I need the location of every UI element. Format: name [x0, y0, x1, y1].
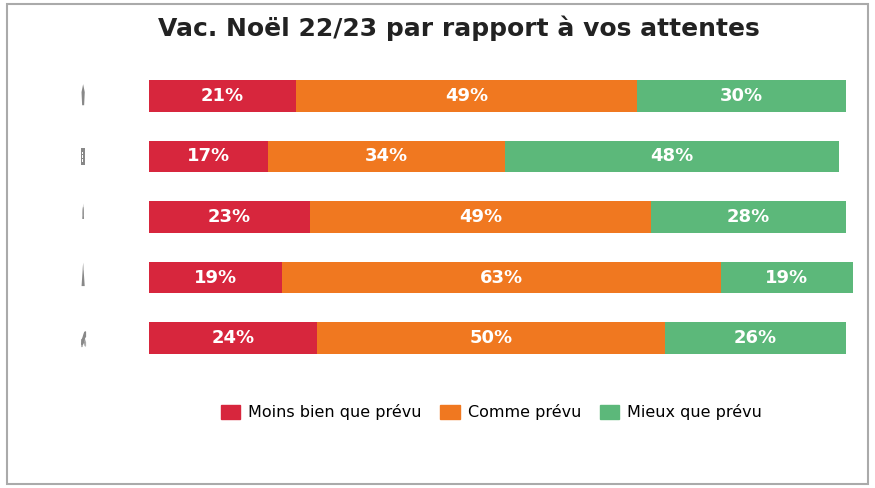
- Text: 30%: 30%: [720, 87, 763, 105]
- Text: 21%: 21%: [201, 87, 244, 105]
- Bar: [296, 80, 637, 112]
- Bar: [665, 323, 846, 354]
- Bar: [721, 262, 853, 293]
- Bar: [317, 323, 665, 354]
- Bar: [83, 148, 85, 165]
- Bar: [150, 201, 310, 233]
- Text: 24%: 24%: [212, 329, 255, 347]
- Text: 49%: 49%: [444, 87, 488, 105]
- Text: 19%: 19%: [194, 268, 237, 286]
- Text: 28%: 28%: [727, 208, 770, 226]
- Text: 63%: 63%: [480, 268, 522, 286]
- Polygon shape: [82, 203, 84, 219]
- Text: 48%: 48%: [650, 147, 694, 165]
- Polygon shape: [81, 84, 85, 105]
- Bar: [310, 201, 651, 233]
- Bar: [150, 80, 296, 112]
- Polygon shape: [81, 263, 85, 286]
- Bar: [150, 262, 282, 293]
- Bar: [268, 141, 505, 172]
- Legend: Moins bien que prévu, Comme prévu, Mieux que prévu: Moins bien que prévu, Comme prévu, Mieux…: [214, 398, 768, 427]
- Circle shape: [82, 207, 84, 215]
- Bar: [282, 262, 721, 293]
- Bar: [637, 80, 846, 112]
- Text: 50%: 50%: [469, 329, 512, 347]
- Text: 26%: 26%: [734, 329, 777, 347]
- Text: 34%: 34%: [365, 147, 408, 165]
- Title: Vac. Noël 22/23 par rapport à vos attentes: Vac. Noël 22/23 par rapport à vos attent…: [158, 15, 760, 41]
- Bar: [150, 141, 268, 172]
- Text: 23%: 23%: [208, 208, 251, 226]
- Bar: [81, 148, 83, 165]
- Bar: [505, 141, 839, 172]
- Bar: [150, 323, 317, 354]
- Text: 49%: 49%: [458, 208, 502, 226]
- Text: 19%: 19%: [766, 268, 808, 286]
- Polygon shape: [82, 263, 84, 270]
- Bar: [651, 201, 846, 233]
- Text: 17%: 17%: [187, 147, 230, 165]
